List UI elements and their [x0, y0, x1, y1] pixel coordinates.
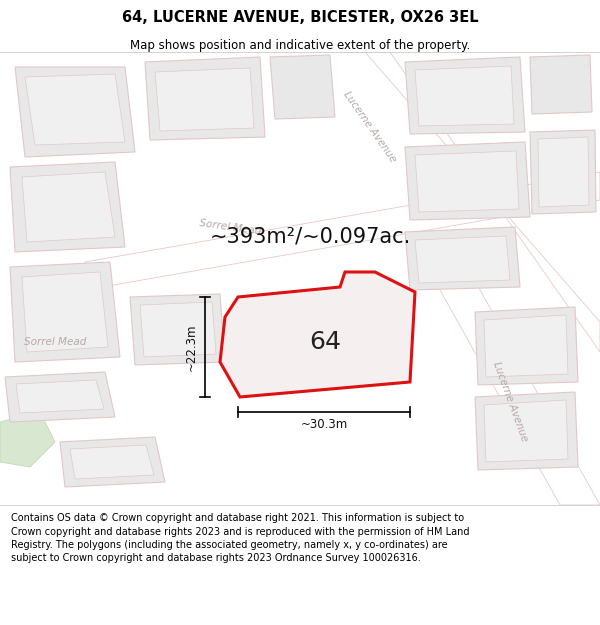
- Polygon shape: [405, 57, 525, 134]
- Text: 64, LUCERNE AVENUE, BICESTER, OX26 3EL: 64, LUCERNE AVENUE, BICESTER, OX26 3EL: [122, 11, 478, 26]
- Polygon shape: [405, 142, 530, 220]
- Polygon shape: [16, 380, 104, 413]
- Polygon shape: [484, 400, 568, 462]
- Polygon shape: [405, 227, 520, 290]
- Polygon shape: [530, 130, 596, 214]
- Polygon shape: [530, 55, 592, 114]
- Polygon shape: [15, 67, 135, 157]
- Polygon shape: [220, 272, 415, 397]
- Polygon shape: [415, 66, 514, 126]
- Polygon shape: [475, 307, 578, 385]
- Polygon shape: [25, 74, 125, 145]
- Text: Contains OS data © Crown copyright and database right 2021. This information is : Contains OS data © Crown copyright and d…: [11, 513, 469, 563]
- Polygon shape: [0, 412, 55, 467]
- Text: Map shows position and indicative extent of the property.: Map shows position and indicative extent…: [130, 39, 470, 52]
- Text: ~393m²/~0.097ac.: ~393m²/~0.097ac.: [209, 227, 410, 247]
- Polygon shape: [415, 236, 510, 283]
- Polygon shape: [415, 151, 519, 212]
- Text: Lucerne Avenue: Lucerne Avenue: [491, 361, 529, 443]
- Polygon shape: [10, 162, 125, 252]
- Polygon shape: [430, 272, 600, 505]
- Polygon shape: [340, 52, 600, 352]
- Text: Sorrel Mead: Sorrel Mead: [199, 217, 262, 236]
- Polygon shape: [22, 172, 115, 242]
- Polygon shape: [22, 272, 108, 352]
- Polygon shape: [140, 302, 216, 357]
- Polygon shape: [130, 294, 225, 365]
- Polygon shape: [270, 55, 335, 119]
- Polygon shape: [10, 262, 120, 362]
- Polygon shape: [60, 437, 165, 487]
- Polygon shape: [155, 68, 254, 131]
- Text: 64: 64: [309, 330, 341, 354]
- Polygon shape: [5, 372, 115, 422]
- Polygon shape: [538, 137, 589, 207]
- Polygon shape: [70, 445, 154, 479]
- Text: ~22.3m: ~22.3m: [185, 323, 197, 371]
- Polygon shape: [475, 392, 578, 470]
- Text: Sorrel Mead: Sorrel Mead: [24, 337, 86, 347]
- Polygon shape: [85, 172, 600, 290]
- Text: Lucerne Avenue: Lucerne Avenue: [342, 89, 398, 164]
- Polygon shape: [484, 315, 568, 377]
- Text: ~30.3m: ~30.3m: [301, 418, 347, 431]
- Polygon shape: [145, 57, 265, 140]
